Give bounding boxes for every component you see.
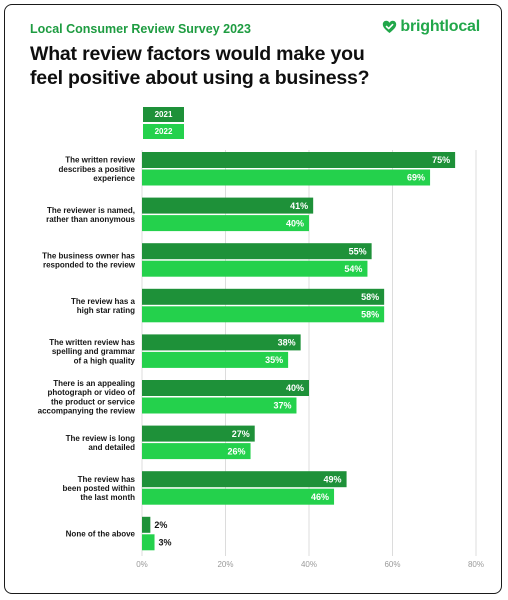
bar-2022 bbox=[142, 534, 155, 551]
category-label-line: spelling and grammar bbox=[52, 347, 135, 356]
brand-name: brightlocal bbox=[400, 18, 480, 35]
bar-2021 bbox=[142, 197, 314, 214]
value-label: 69% bbox=[407, 173, 425, 183]
category-label-line: and detailed bbox=[88, 443, 135, 452]
value-label: 27% bbox=[232, 429, 250, 439]
bar-2022 bbox=[142, 215, 309, 232]
value-label: 41% bbox=[290, 201, 308, 211]
bar-2022 bbox=[142, 351, 289, 368]
category-label: The written review describes a positive ex… bbox=[59, 156, 136, 183]
bar-2021 bbox=[142, 288, 385, 305]
category-label: The reviewer is named, rather than anonym… bbox=[46, 206, 135, 224]
category-label-line: There is an appealing bbox=[53, 379, 135, 388]
category-label-line: of a high quality bbox=[74, 356, 136, 365]
value-label: 75% bbox=[432, 155, 450, 165]
category-label-line: responded to the review bbox=[43, 261, 136, 270]
brand-logo: brightlocal bbox=[382, 18, 480, 36]
value-label: 58% bbox=[361, 292, 379, 302]
category-label-line: None of the above bbox=[66, 530, 136, 539]
value-label: 2% bbox=[154, 520, 167, 530]
bar-2022 bbox=[142, 443, 251, 460]
bar-2021 bbox=[142, 425, 255, 442]
legend-item-2021: 2021 bbox=[143, 107, 184, 122]
survey-label: Local Consumer Review Survey 2023 bbox=[30, 22, 251, 36]
value-label: 38% bbox=[278, 338, 296, 348]
bar-2021 bbox=[142, 471, 347, 488]
bar-2021 bbox=[142, 152, 456, 168]
category-label: The business owner has responded to the r… bbox=[42, 251, 136, 269]
bar-2021 bbox=[142, 380, 309, 396]
category-label-line: photograph or video of bbox=[47, 388, 135, 397]
value-label: 58% bbox=[361, 310, 379, 320]
category-label-line: describes a positive bbox=[59, 165, 136, 174]
bar-2021 bbox=[142, 334, 301, 351]
category-label-line: The written review bbox=[65, 156, 136, 165]
category-label: There is an appealing photograph or video… bbox=[38, 379, 136, 416]
category-label-line: the last month bbox=[80, 493, 135, 502]
category-label-line: accompanying the review bbox=[38, 407, 136, 416]
bar-2021 bbox=[142, 243, 372, 260]
chart-title: What review factors would make you feel … bbox=[30, 43, 370, 89]
category-label: The review is long and detailed bbox=[66, 434, 135, 452]
legend-item-2022: 2022 bbox=[143, 124, 184, 139]
x-tick-label: 80% bbox=[468, 560, 484, 569]
category-label: The review has a high star rating bbox=[71, 297, 136, 315]
category-label-line: The business owner has bbox=[42, 251, 135, 260]
category-label-line: rather than anonymous bbox=[46, 215, 135, 224]
value-label: 40% bbox=[286, 218, 304, 228]
bar-2022 bbox=[142, 260, 368, 277]
category-label-line: been posted within bbox=[63, 484, 136, 493]
value-label: 26% bbox=[228, 446, 246, 456]
x-tick-label: 20% bbox=[217, 560, 233, 569]
x-tick-label: 40% bbox=[301, 560, 317, 569]
bar-2022 bbox=[142, 169, 431, 186]
heart-check-icon bbox=[383, 20, 397, 33]
category-label-line: The review is long bbox=[66, 434, 135, 443]
value-label: 3% bbox=[159, 538, 172, 548]
x-tick-label: 60% bbox=[384, 560, 400, 569]
category-label-line: high star rating bbox=[77, 306, 135, 315]
value-label: 46% bbox=[311, 492, 329, 502]
category-label: The written review has spelling and gramm… bbox=[49, 338, 135, 365]
value-label: 37% bbox=[273, 401, 291, 411]
value-label: 35% bbox=[265, 355, 283, 365]
category-label-line: experience bbox=[93, 174, 135, 183]
value-label: 49% bbox=[324, 474, 342, 484]
value-label: 54% bbox=[344, 264, 362, 274]
bar-2022 bbox=[142, 488, 335, 505]
bar-2022 bbox=[142, 397, 297, 414]
category-label-line: The review has bbox=[78, 475, 136, 484]
bar-2021 bbox=[142, 516, 151, 533]
x-tick-label: 0% bbox=[136, 560, 148, 569]
category-label-line: The written review has bbox=[49, 338, 135, 347]
category-label-line: the product or service bbox=[51, 397, 136, 406]
category-label-line: The reviewer is named, bbox=[47, 206, 135, 215]
category-label-line: The review has a bbox=[71, 297, 136, 306]
value-label: 55% bbox=[349, 246, 367, 256]
category-label: None of the above bbox=[66, 530, 136, 539]
value-label: 40% bbox=[286, 383, 304, 393]
bar-2022 bbox=[142, 306, 385, 323]
category-label: The review has been posted within the last… bbox=[63, 475, 136, 502]
